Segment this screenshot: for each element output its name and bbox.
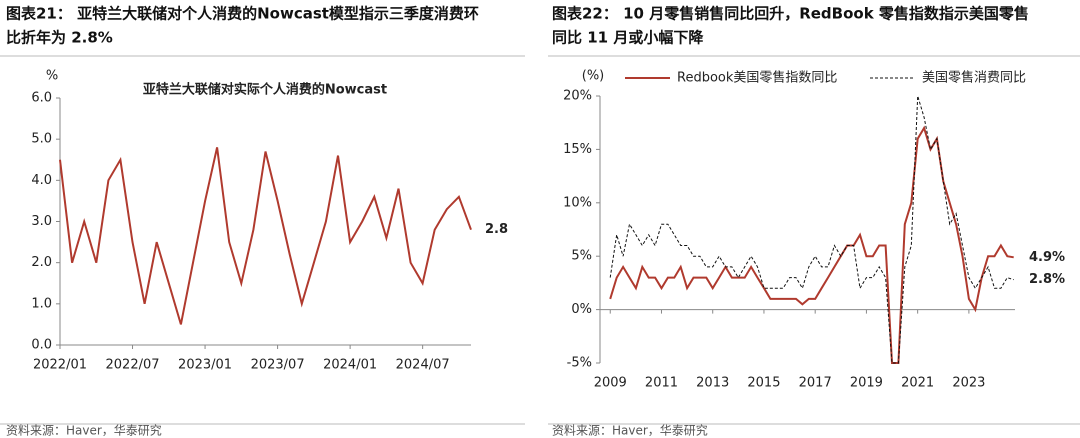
figure-heading: 图表22： 10 月零售销售同比回升，RedBook 零售指数指示美国零售 — [552, 5, 1029, 23]
x-tick-label: 2009 — [594, 376, 627, 391]
x-tick-label: 2011 — [645, 376, 678, 391]
source-note: 资料来源：Haver，华泰研究 — [6, 423, 162, 438]
x-tick-label: 2023/07 — [251, 358, 305, 373]
y-tick-label: 0.0 — [31, 338, 52, 353]
y-tick-label: 20% — [563, 89, 592, 104]
x-tick-label: 2022/01 — [33, 358, 87, 373]
end-label: 2.8% — [1029, 272, 1065, 287]
figure-heading: 同比 11 月或小幅下降 — [552, 29, 704, 47]
figure-heading: 图表21： 亚特兰大联储对个人消费的Nowcast模型指示三季度消费环 — [6, 5, 479, 23]
series-line — [609, 95, 1014, 364]
x-tick-label: 2023 — [952, 376, 985, 391]
series-line — [59, 147, 472, 325]
x-tick-label: 2019 — [850, 376, 883, 391]
y-tick-label: 2.0 — [31, 255, 52, 270]
y-tick-label: 15% — [563, 142, 592, 157]
figure-heading: 比折年为 2.8% — [6, 29, 113, 47]
legend-label: Redbook美国零售指数同比 — [677, 70, 837, 86]
x-tick-label: 2015 — [747, 376, 780, 391]
x-tick-label: 2013 — [696, 376, 729, 391]
chart-title: 亚特兰大联储对实际个人消费的Nowcast — [143, 82, 387, 98]
y-tick-label: 5.0 — [31, 132, 52, 147]
x-tick-label: 2022/07 — [106, 358, 160, 373]
end-label: 2.8 — [485, 222, 508, 237]
y-tick-label: 3.0 — [31, 214, 52, 229]
y-axis-label: (%) — [582, 69, 605, 84]
y-tick-label: 10% — [563, 195, 592, 210]
series-line — [609, 125, 1014, 364]
y-axis-label: % — [46, 69, 58, 84]
y-tick-label: 1.0 — [31, 296, 52, 311]
x-tick-label: 2021 — [901, 376, 934, 391]
y-tick-label: 5% — [571, 249, 592, 264]
y-tick-label: 6.0 — [31, 91, 52, 106]
y-tick-label: 0% — [571, 302, 592, 317]
y-tick-label: -5% — [567, 356, 592, 371]
source-note: 资料来源：Haver，华泰研究 — [552, 423, 708, 438]
x-tick-label: 2024/01 — [323, 358, 377, 373]
legend-label: 美国零售消费同比 — [922, 70, 1026, 86]
y-tick-label: 4.0 — [31, 173, 52, 188]
x-tick-label: 2024/07 — [396, 358, 450, 373]
end-label: 4.9% — [1029, 250, 1065, 265]
x-tick-label: 2023/01 — [178, 358, 232, 373]
x-tick-label: 2017 — [799, 376, 832, 391]
